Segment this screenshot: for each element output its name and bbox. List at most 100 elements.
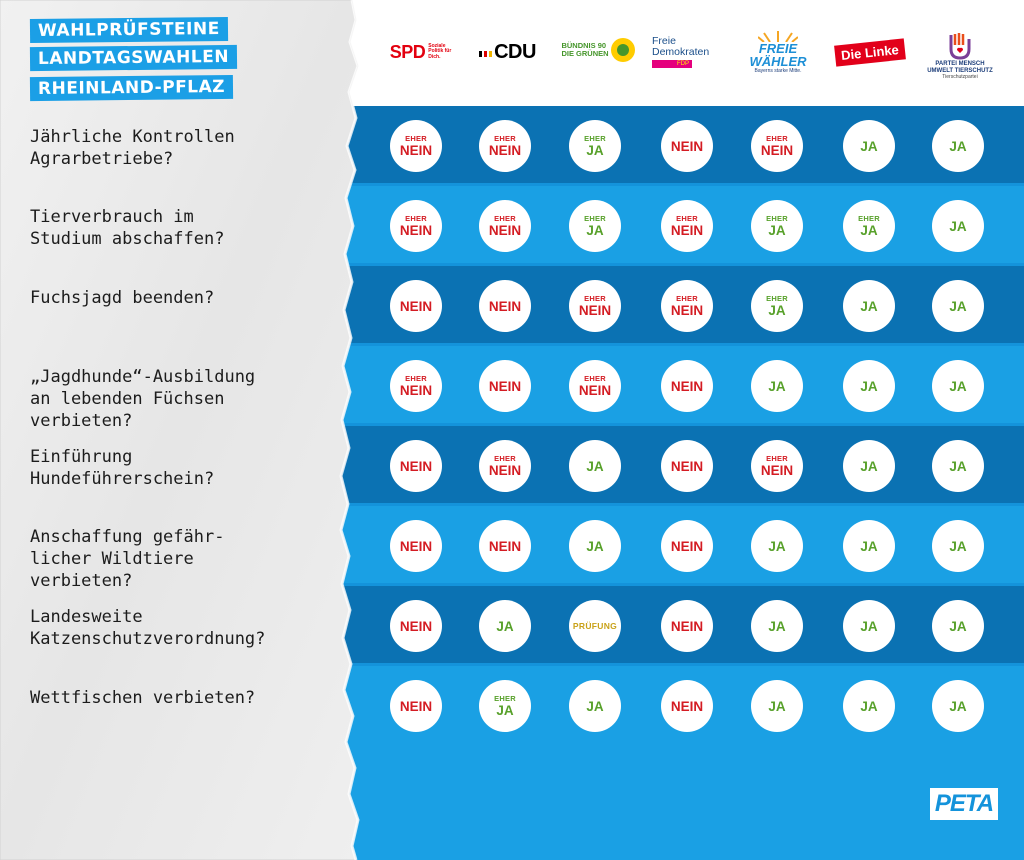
question-text: Landesweite Katzenschutzverordnung? [30, 607, 266, 649]
answer-qualifier: EHER [584, 293, 606, 303]
answer-value: NEIN [670, 302, 704, 318]
answer-badge: JA [932, 120, 984, 172]
question-text: Fuchsjagd beenden? [30, 288, 215, 308]
answer-badge: EHER JA [569, 200, 621, 252]
answer-badge: PRÜFUNG [569, 600, 621, 652]
answer-value: JA [860, 618, 878, 634]
fdp-badge: FDP [652, 60, 692, 68]
answer-badge: JA [479, 600, 531, 652]
answer-value: NEIN [670, 698, 704, 714]
freie-waehler-logo: FREIE WÄHLER Bayerns starke Mitte. [738, 24, 818, 80]
answer-badge: JA [751, 600, 803, 652]
answer-badge: NEIN [479, 360, 531, 412]
peta-logo: PETA [930, 788, 998, 820]
linke-logo: Die Linke [830, 36, 910, 68]
title-line-2: LANDTAGSWAHLEN [29, 44, 238, 72]
answer-badge: NEIN [390, 680, 442, 732]
answer-badge: EHER NEIN [390, 200, 442, 252]
answer-value: JA [496, 702, 514, 718]
answer-value: JA [860, 698, 878, 714]
fdp-logo: Freie Demokraten FDP [652, 34, 726, 70]
answer-badge: EHER NEIN [569, 280, 621, 332]
answer-badge: EHER NEIN [569, 360, 621, 412]
answer-qualifier: EHER [584, 133, 606, 143]
answer-value: NEIN [670, 618, 704, 634]
answer-value: JA [949, 538, 967, 554]
spd-slogan: Soziale Politik für Dich. [428, 42, 452, 60]
answer-value: JA [768, 302, 786, 318]
answer-badge: JA [751, 360, 803, 412]
answer-value: NEIN [488, 538, 522, 554]
question-text: Wettfischen verbieten? [30, 688, 256, 708]
answer-badge: EHER NEIN [390, 360, 442, 412]
answer-value: JA [586, 458, 604, 474]
answer-value: JA [949, 618, 967, 634]
gruene-line-1: BÜNDNIS 90 [561, 41, 607, 50]
answer-value: JA [496, 618, 514, 634]
answer-badge: NEIN [390, 440, 442, 492]
answer-badge: NEIN [479, 280, 531, 332]
answer-value: JA [768, 222, 786, 238]
answer-value: NEIN [670, 138, 704, 154]
answer-badge: NEIN [661, 600, 713, 652]
cdu-name: CDU [494, 40, 536, 63]
answer-badge: NEIN [661, 680, 713, 732]
answer-badge: JA [932, 520, 984, 572]
answer-badge: JA [843, 680, 895, 732]
answer-value: NEIN [760, 462, 794, 478]
answer-value: JA [768, 378, 786, 394]
answer-qualifier: EHER [405, 133, 427, 143]
paper-panel [0, 0, 380, 860]
answer-value: JA [949, 458, 967, 474]
answer-badge: JA [932, 280, 984, 332]
answer-qualifier: EHER [766, 293, 788, 303]
hand-heart-icon [949, 33, 971, 60]
cdu-stripes-icon [479, 51, 493, 57]
answer-badge: EHER NEIN [390, 120, 442, 172]
answer-badge: NEIN [390, 520, 442, 572]
answer-qualifier: EHER [494, 453, 516, 463]
answer-badge: JA [751, 680, 803, 732]
fdp-line-2: Demokraten [652, 46, 710, 58]
answer-badge: JA [569, 440, 621, 492]
question-text: Einführung Hundeführerschein? [30, 447, 215, 489]
answer-badge: JA [932, 600, 984, 652]
answer-value: NEIN [578, 382, 612, 398]
answer-value: NEIN [399, 618, 433, 634]
answer-badge: JA [569, 520, 621, 572]
linke-name: Die Linke [834, 37, 906, 67]
answer-badge: EHER JA [843, 200, 895, 252]
tierschutz-sub: Tierschutzpartei [942, 74, 978, 81]
fw-slogan: Bayerns starke Mitte. [754, 68, 802, 74]
answer-qualifier: EHER [766, 133, 788, 143]
answer-value: NEIN [670, 458, 704, 474]
sunflower-icon [610, 38, 635, 62]
answer-badge: JA [843, 600, 895, 652]
answer-qualifier: EHER [766, 453, 788, 463]
tierschutzpartei-logo: PARTEI MENSCH UMWELT TIERSCHUTZ Tierschu… [918, 20, 1002, 92]
answer-value: NEIN [578, 302, 612, 318]
answer-badge: JA [843, 120, 895, 172]
answer-value: JA [860, 138, 878, 154]
answer-badge: EHER NEIN [661, 280, 713, 332]
answer-badge: EHER NEIN [751, 120, 803, 172]
answer-badge: JA [751, 520, 803, 572]
answer-value: JA [949, 138, 967, 154]
answer-badge: NEIN [479, 520, 531, 572]
spd-name: SPD [389, 41, 426, 62]
answer-value: NEIN [760, 142, 794, 158]
cdu-logo: CDU [468, 38, 546, 66]
question-text: „Jagdhunde“-Ausbildung an lebenden Füchs… [30, 367, 256, 431]
answer-value: JA [860, 458, 878, 474]
answer-badge: EHER JA [569, 120, 621, 172]
answer-badge: JA [932, 200, 984, 252]
question-text: Tierverbrauch im Studium abschaffen? [30, 207, 225, 249]
answer-badge: EHER NEIN [479, 120, 531, 172]
answer-qualifier: EHER [494, 693, 516, 703]
answer-badge: JA [932, 680, 984, 732]
answer-value: NEIN [399, 538, 433, 554]
answer-badge: NEIN [661, 520, 713, 572]
sun-rays-icon [758, 31, 798, 42]
answer-qualifier: EHER [494, 133, 516, 143]
gruene-logo: BÜNDNIS 90 DIE GRÜNEN [560, 28, 638, 72]
